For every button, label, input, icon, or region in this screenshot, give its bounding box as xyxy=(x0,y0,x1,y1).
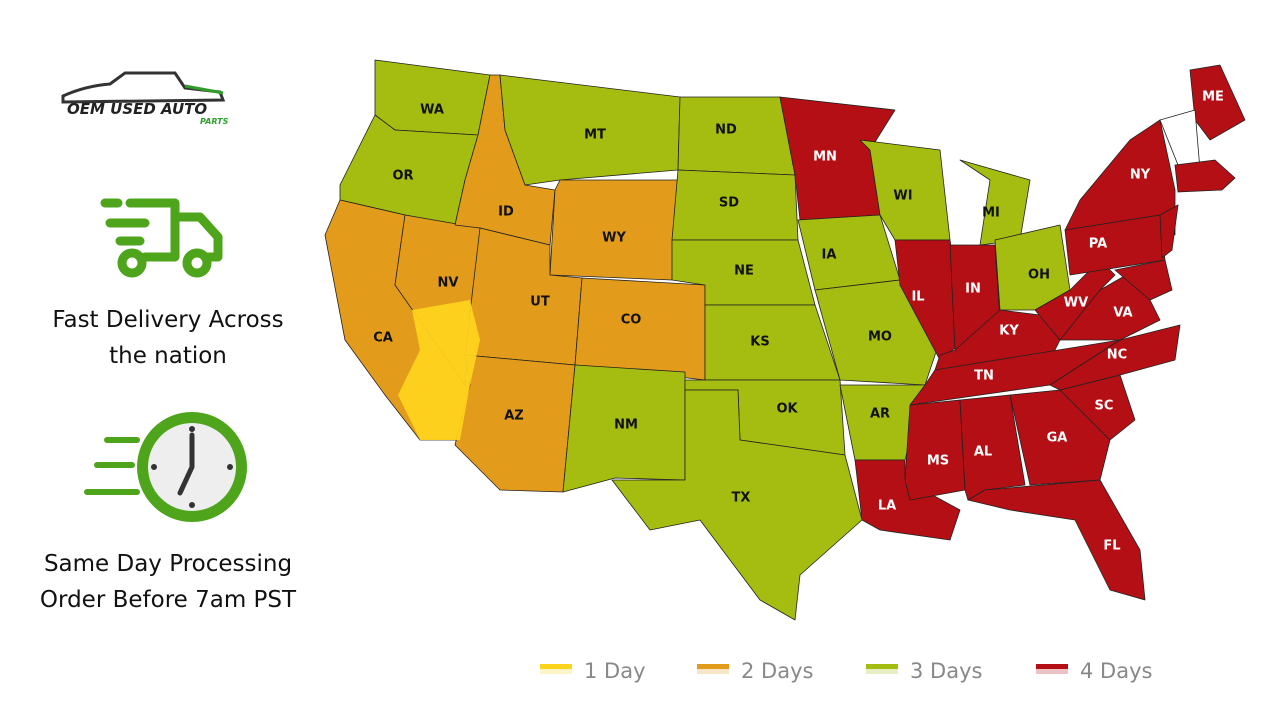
legend-label: 3 Days xyxy=(910,659,982,683)
state-label: NM xyxy=(614,418,638,433)
logo-swoosh xyxy=(184,84,224,95)
logo-text: OEM USED AUTO xyxy=(67,100,207,118)
zone-patch xyxy=(398,300,480,440)
state xyxy=(959,159,1031,246)
state xyxy=(967,479,1146,601)
state-label: MN xyxy=(813,150,837,165)
state xyxy=(374,59,491,136)
state-label: LA xyxy=(878,499,896,514)
state-label: TN xyxy=(974,369,994,384)
state-label: SD xyxy=(719,196,739,211)
state xyxy=(854,459,961,541)
state-label: AR xyxy=(870,407,890,422)
state-label: OR xyxy=(392,169,413,184)
state xyxy=(611,389,863,621)
legend-swatch-shade xyxy=(1036,669,1068,674)
state-label: IN xyxy=(965,282,981,297)
state-label: ME xyxy=(1202,90,1224,105)
legend-swatch xyxy=(1036,664,1068,669)
feature-text: Same Day Processing Order Before 7am PST xyxy=(20,546,316,618)
state-label: AZ xyxy=(504,409,524,424)
small-state xyxy=(1159,204,1179,259)
state-label: NC xyxy=(1107,348,1127,363)
state-label: TX xyxy=(732,491,751,506)
legend-swatch-shade xyxy=(697,669,729,674)
state-label: KS xyxy=(750,335,769,350)
state xyxy=(904,399,966,501)
state-label: ID xyxy=(498,205,514,220)
state xyxy=(1034,259,1116,341)
state-label: KY xyxy=(999,324,1019,339)
legend-label: 2 Days xyxy=(741,659,813,683)
state-label: FL xyxy=(1103,539,1120,554)
feature-text: Fast Delivery Across the nation xyxy=(20,302,316,374)
state-label: MI xyxy=(982,206,1000,221)
legend-swatch-shade xyxy=(866,669,898,674)
state-label: WA xyxy=(420,103,444,118)
legend-swatch xyxy=(540,664,572,669)
state-label: WY xyxy=(602,231,626,246)
state-label: WV xyxy=(1064,296,1088,311)
state xyxy=(454,354,576,493)
state xyxy=(797,214,901,291)
logo-subtext: PARTS xyxy=(200,117,229,126)
state-label: IL xyxy=(911,290,924,305)
state-label: WI xyxy=(893,189,912,204)
feature-line: Order Before 7am PST xyxy=(39,587,297,613)
state xyxy=(894,239,966,361)
state-label: NV xyxy=(438,276,459,291)
legend-label: 4 Days xyxy=(1080,659,1152,683)
state xyxy=(1009,389,1111,486)
logo: OEM USED AUTO PARTS xyxy=(61,71,229,126)
feature-line: Same Day Processing xyxy=(43,551,293,577)
state-label: VA xyxy=(1113,306,1132,321)
small-state xyxy=(1114,259,1173,301)
state-label: NY xyxy=(1130,168,1151,183)
state xyxy=(704,304,841,381)
state xyxy=(549,179,679,281)
state-label: NE xyxy=(734,264,754,279)
state-label: OK xyxy=(776,402,798,417)
legend-swatch-shade xyxy=(540,669,572,674)
state-label: AL xyxy=(974,445,992,460)
legend: 1 Day 2 Days 3 Days 4 Days xyxy=(540,659,1152,683)
state-label: OH xyxy=(1028,268,1050,283)
state-label: SC xyxy=(1095,399,1114,414)
clock-icon xyxy=(84,412,247,522)
truck-icon xyxy=(100,198,223,278)
state-labels: WA OR CA NV ID MT WY UT CO AZ NM ND SD NE KS OK TX MN IA MO… xyxy=(373,90,1224,554)
states xyxy=(324,59,1246,621)
state-label: IA xyxy=(822,248,837,263)
state-label: PA xyxy=(1089,237,1107,252)
state-label: CA xyxy=(373,331,393,346)
feature-line: the nation xyxy=(109,343,227,369)
legend-swatch xyxy=(866,664,898,669)
state-label: MT xyxy=(584,128,606,143)
state-label: GA xyxy=(1047,431,1068,446)
state-label: MO xyxy=(868,330,892,345)
small-state xyxy=(1174,159,1236,193)
state-label: MS xyxy=(927,454,949,469)
state xyxy=(562,364,686,493)
state-label: ND xyxy=(715,123,737,138)
state xyxy=(574,277,706,381)
state xyxy=(814,279,941,386)
state-label: CO xyxy=(621,313,642,328)
legend-label: 1 Day xyxy=(584,659,646,683)
legend-swatch xyxy=(697,664,729,669)
feature-line: Fast Delivery Across xyxy=(52,307,284,333)
state-label: UT xyxy=(530,295,550,310)
